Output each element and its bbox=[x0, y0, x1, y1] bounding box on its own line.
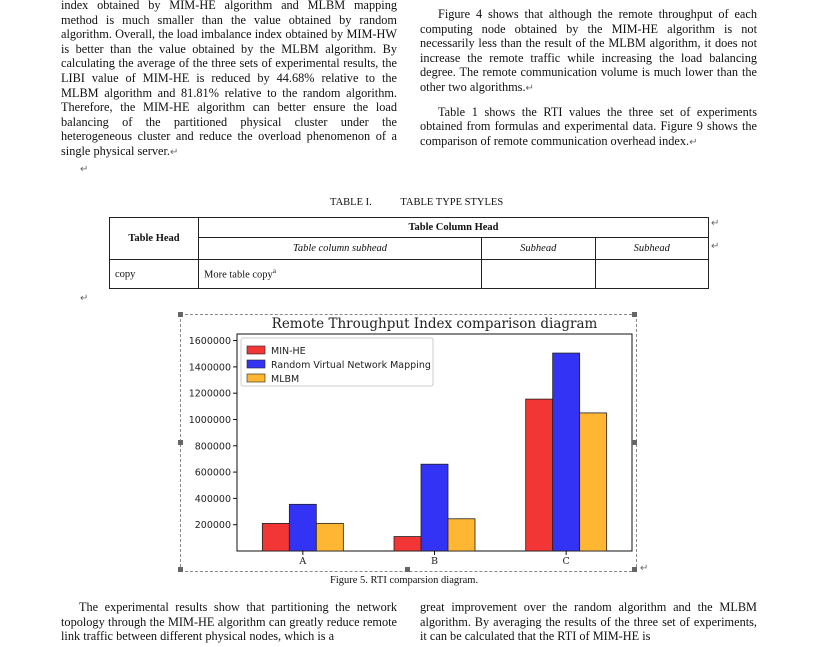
bottom-right-paragraph: great improvement over the random algori… bbox=[420, 600, 757, 644]
y-tick-label: 1600000 bbox=[189, 336, 231, 347]
table-row-empty-cell-2 bbox=[594, 259, 709, 289]
figure-end-mark: ↵ bbox=[640, 563, 649, 574]
table-subhead-2-cell: Subhead bbox=[594, 237, 709, 260]
bar-A-2 bbox=[315, 522, 344, 552]
table-row-label-cell: copy bbox=[109, 259, 199, 289]
table-subhead-1-cell: Subhead bbox=[481, 237, 596, 260]
frame-handle-top-left[interactable] bbox=[178, 312, 183, 317]
table-column-head-cell: Table Column Head bbox=[198, 217, 709, 238]
x-tick-label: B bbox=[431, 556, 438, 567]
y-tick-label: 800000 bbox=[195, 441, 231, 452]
legend-label: Random Virtual Network Mapping bbox=[271, 360, 431, 371]
y-tick-label: 1200000 bbox=[189, 389, 231, 400]
table-row-empty-cell-1 bbox=[481, 259, 596, 289]
bar-C-1 bbox=[552, 352, 581, 552]
right-column: Figure 4 shows that although the remote … bbox=[420, 7, 757, 150]
frame-handle-bottom-right[interactable] bbox=[632, 567, 637, 572]
legend-swatch-0 bbox=[246, 345, 266, 355]
left-column-paragraph: index obtained by MIM-HE algorithm and M… bbox=[61, 0, 397, 158]
table-head-cell: Table Head bbox=[109, 217, 199, 260]
bar-B-0 bbox=[393, 536, 422, 552]
legend-swatch-1 bbox=[246, 359, 266, 369]
table-caption: TABLE I. TABLE TYPE STYLES bbox=[330, 197, 529, 208]
bottom-right-column: great improvement over the random algori… bbox=[420, 600, 757, 644]
bar-C-0 bbox=[525, 398, 554, 552]
rti-bar-chart: Remote Throughput Index comparison diagr… bbox=[189, 316, 633, 567]
frame-handle-top-right[interactable] bbox=[632, 312, 637, 317]
table-column-subhead-cell: Table column subhead bbox=[198, 237, 482, 260]
after-table-mark: ↵ bbox=[80, 293, 89, 304]
legend-label: MLBM bbox=[271, 374, 299, 385]
bar-B-1 bbox=[420, 463, 449, 552]
table-caption-number: TABLE I. bbox=[330, 197, 372, 208]
legend-box bbox=[240, 337, 434, 387]
frame-handle-bottom-mid[interactable] bbox=[405, 567, 410, 572]
figure-caption: Figure 5. RTI comparsion diagram. bbox=[330, 575, 479, 586]
chart-title: Remote Throughput Index comparison diagr… bbox=[272, 316, 598, 332]
y-tick-label: 1000000 bbox=[189, 415, 231, 426]
y-tick-label: 400000 bbox=[195, 494, 231, 505]
left-column: index obtained by MIM-HE algorithm and M… bbox=[61, 0, 397, 161]
bottom-left-paragraph: The experimental results show that parti… bbox=[61, 600, 397, 644]
right-column-paragraph-1: Figure 4 shows that although the remote … bbox=[420, 7, 757, 94]
frame-handle-mid-left[interactable] bbox=[178, 440, 183, 445]
table-row-copy-cell: More table copya bbox=[198, 259, 482, 289]
y-tick-label: 1400000 bbox=[189, 362, 231, 373]
y-tick-label: 600000 bbox=[195, 468, 231, 479]
frame-handle-bottom-left[interactable] bbox=[178, 567, 183, 572]
x-tick-label: A bbox=[298, 556, 306, 567]
chart-figure-frame[interactable]: Remote Throughput Index comparison diagr… bbox=[180, 314, 637, 572]
legend-swatch-2 bbox=[246, 373, 266, 383]
table-type-styles: Table Head Table Column Head Table colum… bbox=[109, 217, 709, 289]
bar-A-0 bbox=[261, 522, 290, 552]
frame-handle-mid-right[interactable] bbox=[632, 440, 637, 445]
bottom-left-column: The experimental results show that parti… bbox=[61, 600, 397, 644]
bar-C-2 bbox=[579, 412, 608, 552]
empty-paragraph-mark: ↵ bbox=[80, 164, 89, 175]
legend-label: MIN-HE bbox=[271, 346, 306, 357]
x-tick-label: C bbox=[563, 556, 570, 567]
bar-A-1 bbox=[288, 503, 317, 552]
table-end-mark-1: ↵ bbox=[711, 218, 720, 229]
table-end-mark-2: ↵ bbox=[711, 241, 720, 252]
bar-B-2 bbox=[447, 518, 476, 552]
y-tick-label: 200000 bbox=[195, 520, 231, 531]
table-caption-title: TABLE TYPE STYLES bbox=[400, 197, 504, 208]
right-column-paragraph-2: Table 1 shows the RTI values the three s… bbox=[420, 104, 757, 148]
